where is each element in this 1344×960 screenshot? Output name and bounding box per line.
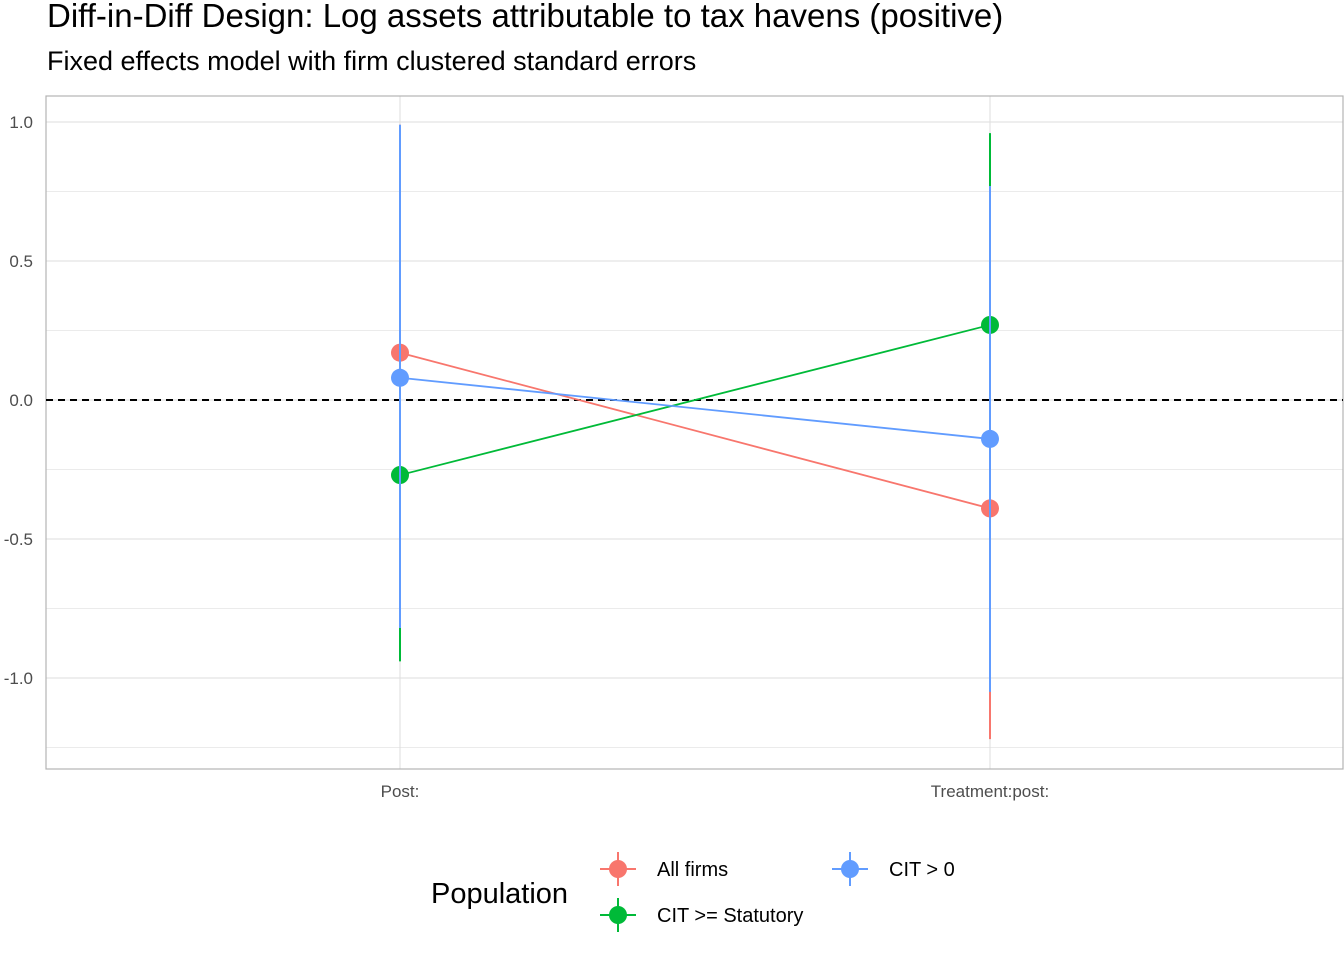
x-tick-label: Post: [381,782,420,801]
chart-subtitle: Fixed effects model with firm clustered … [47,46,697,76]
chart-title: Diff-in-Diff Design: Log assets attribut… [47,0,1004,34]
y-tick-label: 0.5 [9,252,33,271]
legend-key-point [609,860,627,878]
panel-border [45,95,1344,770]
y-tick-label: 1.0 [9,113,33,132]
y-tick-label: -0.5 [4,530,33,549]
legend: Population All firms CIT >= Statutory CIT >… [431,852,955,932]
legend-item: CIT > 0 [832,852,955,886]
legend-item: All firms [600,852,728,886]
grid-lines [45,95,1344,770]
y-tick-label: -1.0 [4,669,33,688]
series-line [399,376,991,440]
legend-label: CIT > 0 [889,859,955,881]
legend-key-point [609,906,627,924]
series-marks [391,124,999,740]
series-all-firms [391,124,999,740]
legend-label: All firms [657,859,728,881]
x-tick-label: Treatment:post: [931,782,1049,801]
series-cit-statutory [391,133,999,662]
legend-title: Population [431,878,568,910]
legend-item: CIT >= Statutory [600,898,803,932]
series-cit-0 [391,124,999,692]
y-tick-label: 0.0 [9,391,33,410]
data-point [391,368,409,387]
legend-key-point [841,860,859,878]
series-line [399,351,991,510]
legend-label: CIT >= Statutory [657,905,803,927]
series-line [399,324,991,476]
data-point [981,429,999,448]
axis-tick-labels: 1.0 0.5 0.0 -0.5 -1.0 Post: Treatment:post: [4,113,1050,801]
